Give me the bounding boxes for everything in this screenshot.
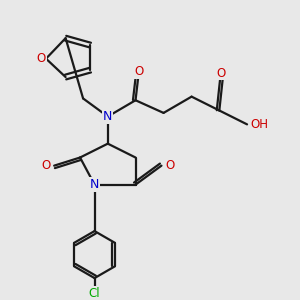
Text: N: N bbox=[90, 178, 99, 191]
Text: O: O bbox=[41, 159, 50, 172]
Text: OH: OH bbox=[251, 118, 269, 131]
Text: O: O bbox=[217, 67, 226, 80]
Text: Cl: Cl bbox=[89, 287, 100, 300]
Text: O: O bbox=[165, 159, 175, 172]
Text: O: O bbox=[134, 65, 143, 78]
Text: N: N bbox=[103, 110, 112, 123]
Text: O: O bbox=[37, 52, 46, 65]
